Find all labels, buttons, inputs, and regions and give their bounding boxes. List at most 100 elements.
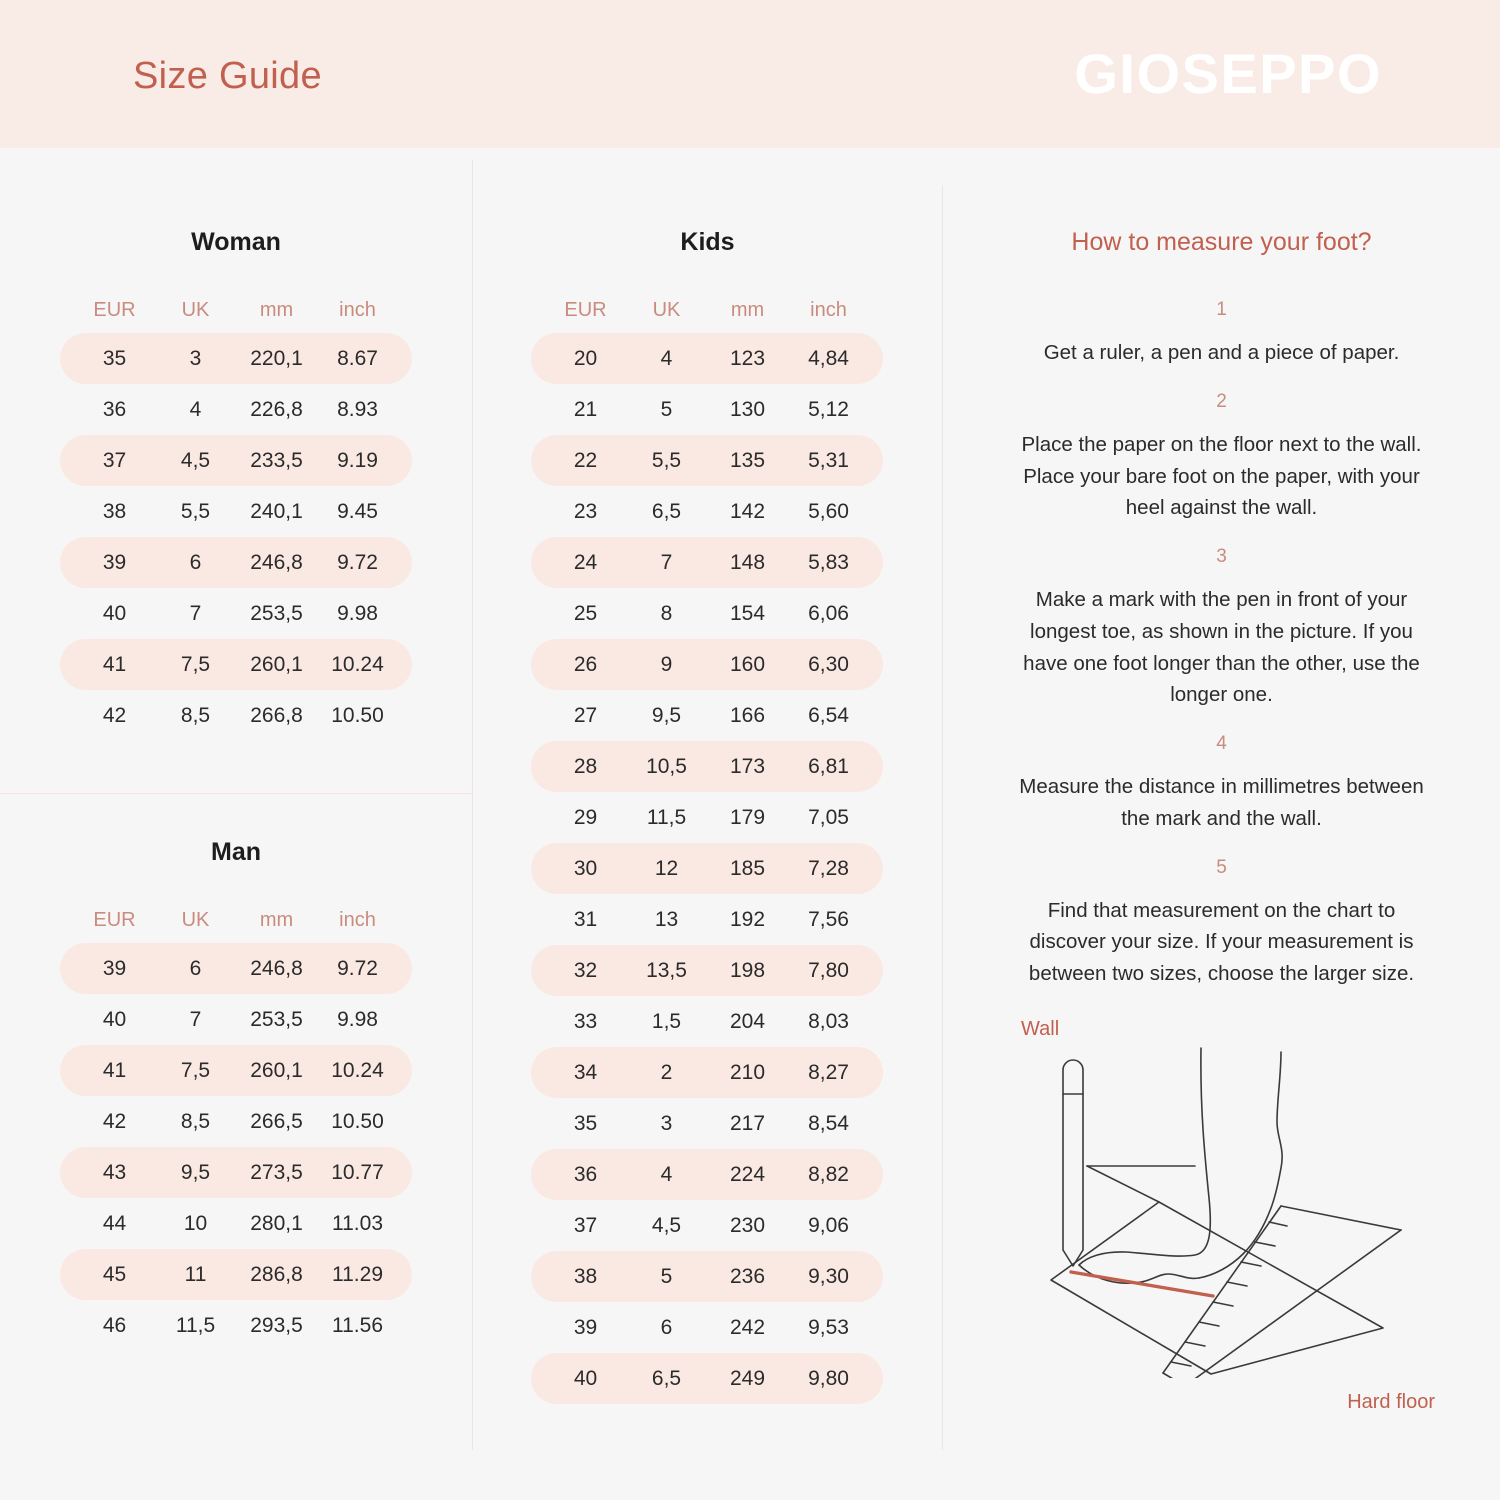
cell-mm: 142 [729,500,766,523]
cell-inch: 5,83 [808,551,849,574]
cell-inch: 9.72 [337,551,378,574]
cell-uk: 10 [183,1212,208,1235]
cell-uk: 3 [189,347,202,370]
cell-eur: 30 [573,857,598,880]
cell-eur: 20 [573,347,598,370]
cell-uk: 13,5 [646,959,687,982]
cell-inch: 9.45 [337,500,378,523]
cell-mm: 198 [729,959,766,982]
kids-grid: EUR UK mm inch 20 4 123 4,84 21 5 130 5,12 22 5,5 135 5… [531,287,883,1404]
cell-mm: 123 [729,347,766,370]
cell-uk: 8,5 [180,1110,211,1133]
vertical-divider-right [942,185,943,1450]
cell-inch: 6,54 [808,704,849,727]
cell-eur: 41 [102,653,127,676]
cell-inch: 9.98 [337,1008,378,1031]
cell-uk: 6,5 [651,1367,682,1390]
ruler-tick [1268,1221,1288,1227]
cell-eur: 37 [573,1214,598,1237]
cell-mm: 286,8 [250,1263,303,1286]
cell-eur: 26 [573,653,598,676]
foot-outline-front [1078,1047,1212,1266]
cell-uk: 10,5 [646,755,687,778]
kids-size-table: Kids EUR UK mm inch 20 4 123 4,84 21 5 130 5,12 22 5,… [473,228,942,1404]
cell-mm: 160 [729,653,766,676]
cell-inch: 10.50 [331,1110,384,1133]
column-header-inch: inch [810,299,847,321]
cell-inch: 11.03 [332,1212,383,1235]
cell-mm: 266,5 [250,1110,303,1133]
table-row: 42 8,5 266,5 10.50 [60,1096,412,1147]
cell-mm: 185 [729,857,766,880]
woman-table-title: Woman [191,228,281,256]
table-row: 23 6,5 142 5,60 [531,486,883,537]
pen-mark-line [1069,1270,1215,1298]
table-row: 25 8 154 6,06 [531,588,883,639]
cell-inch: 11.56 [332,1314,383,1337]
cell-mm: 226,8 [250,398,303,421]
cell-eur: 41 [102,1059,127,1082]
table-row: 46 11,5 293,5 11.56 [60,1300,412,1351]
cell-eur: 40 [573,1367,598,1390]
cell-eur: 25 [573,602,598,625]
cell-uk: 12 [654,857,679,880]
column-right: How to measure your foot? 1 Get a ruler, … [943,148,1500,1500]
paper-sheet [1050,1201,1384,1375]
cell-inch: 5,12 [808,398,849,421]
wall-label: Wall [1021,1018,1060,1040]
cell-eur: 44 [102,1212,127,1235]
cell-eur: 43 [102,1161,127,1184]
step-number: 2 [1216,390,1227,412]
table-row: 27 9,5 166 6,54 [531,690,883,741]
measurement-diagram-svg [1050,1047,1402,1378]
hard-floor-label: Hard floor [1347,1391,1435,1413]
cell-mm: 224 [729,1163,766,1186]
column-header-eur: EUR [93,909,136,931]
column-header-uk: UK [181,909,210,931]
kids-table-title: Kids [680,228,735,256]
cell-uk: 9,5 [180,1161,211,1184]
brand-logo: GIOSEPPO [1074,42,1382,105]
cell-inch: 8,54 [808,1112,849,1135]
table-row: 35 3 217 8,54 [531,1098,883,1149]
table-row: 34 2 210 8,27 [531,1047,883,1098]
cell-eur: 35 [573,1112,598,1135]
step-number: 4 [1216,733,1227,755]
table-row: 45 11 286,8 11.29 [60,1249,412,1300]
cell-mm: 246,8 [250,551,303,574]
column-header-eur: EUR [564,299,607,321]
cell-eur: 45 [102,1263,127,1286]
table-row: 35 3 220,1 8.67 [60,333,412,384]
cell-mm: 210 [729,1061,766,1084]
column-header-mm: mm [259,909,294,931]
cell-eur: 40 [102,1008,127,1031]
cell-mm: 233,5 [250,449,303,472]
cell-eur: 34 [573,1061,598,1084]
cell-eur: 31 [573,908,598,931]
cell-uk: 6,5 [651,500,682,523]
step-text: Find that measurement on the chart to di… [1028,898,1415,986]
table-row: 39 6 242 9,53 [531,1302,883,1353]
cell-uk: 5,5 [180,500,211,523]
cell-mm: 130 [729,398,766,421]
cell-inch: 9,80 [808,1367,849,1390]
column-middle: Kids EUR UK mm inch 20 4 123 4,84 21 5 130 5,12 22 5,… [473,148,942,1500]
table-row: 41 7,5 260,1 10.24 [60,1045,412,1096]
cell-eur: 24 [573,551,598,574]
cell-mm: 273,5 [250,1161,303,1184]
cell-eur: 38 [102,500,127,523]
cell-eur: 23 [573,500,598,523]
cell-mm: 192 [729,908,766,931]
cell-inch: 8.67 [337,347,378,370]
cell-inch: 10.24 [331,653,384,676]
table-row: 30 12 185 7,28 [531,843,883,894]
cell-uk: 4,5 [180,449,211,472]
cell-uk: 8 [660,602,673,625]
cell-mm: 220,1 [250,347,303,370]
cell-mm: 230 [729,1214,766,1237]
table-row: 38 5 236 9,30 [531,1251,883,1302]
cell-eur: 39 [573,1316,598,1339]
table-row: 33 1,5 204 8,03 [531,996,883,1047]
cell-uk: 13 [654,908,679,931]
cell-inch: 7,80 [808,959,849,982]
